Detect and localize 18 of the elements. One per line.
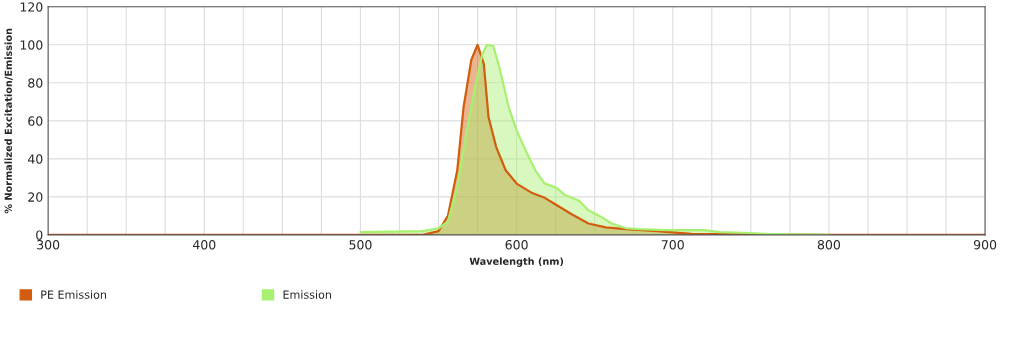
- y-axis-title: % Normalized Excitation/Emission: [4, 28, 13, 214]
- x-tick-label: 500: [349, 239, 372, 250]
- y-tick-label: 60: [28, 116, 43, 126]
- y-tick-label: 80: [28, 78, 43, 88]
- y-tick-label: 120: [20, 2, 43, 12]
- y-tick-label: 20: [28, 192, 43, 202]
- y-tick-label: 100: [20, 40, 43, 50]
- x-tick-label: 400: [192, 239, 216, 250]
- x-axis-title: Wavelength (nm): [469, 257, 564, 267]
- x-tick-label: 900: [973, 239, 997, 250]
- x-tick-label: 600: [505, 239, 528, 250]
- x-tick-label: 300: [37, 239, 60, 250]
- legend-label: Emission: [283, 290, 331, 299]
- y-tick-label: 0: [36, 230, 43, 240]
- legend-label: PE Emission: [41, 290, 106, 299]
- x-tick-label: 700: [661, 239, 684, 250]
- x-tick-label: 800: [817, 239, 841, 250]
- y-tick-label: 40: [27, 154, 43, 164]
